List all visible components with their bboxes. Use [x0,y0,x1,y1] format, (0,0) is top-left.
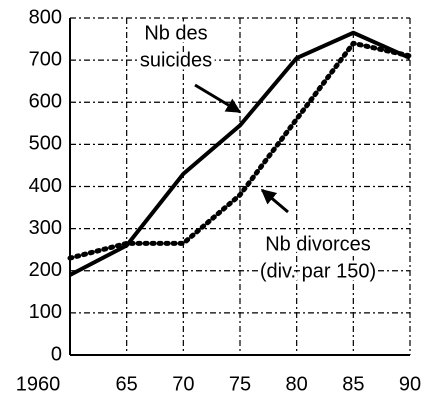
x-tick-label: 90 [399,373,421,395]
annotation-arrow [194,83,242,114]
y-tick-label: 100 [29,301,62,323]
y-tick-label: 300 [29,217,62,239]
x-tick-label: 70 [172,373,194,395]
y-tick-label: 600 [29,91,62,113]
y-tick-label: 700 [29,48,62,70]
annotation: suicides [140,49,212,71]
y-tick-label: 800 [29,6,62,28]
x-tick-label: 65 [116,373,138,395]
y-tick-label: 500 [29,133,62,155]
x-tick-label: 1960 [16,373,61,395]
y-tick-label: 400 [29,175,62,197]
annotation: Nb des [144,22,207,44]
x-tick-label: 85 [342,373,364,395]
y-tick-label: 200 [29,259,62,281]
annotation-arrow [260,188,289,214]
x-tick-label: 75 [229,373,251,395]
annotation: (div. par 150) [260,260,376,282]
series-line [67,40,413,261]
x-tick-label: 80 [286,373,308,395]
y-tick-label: 0 [51,343,62,365]
annotation: Nb divorces [265,233,371,255]
